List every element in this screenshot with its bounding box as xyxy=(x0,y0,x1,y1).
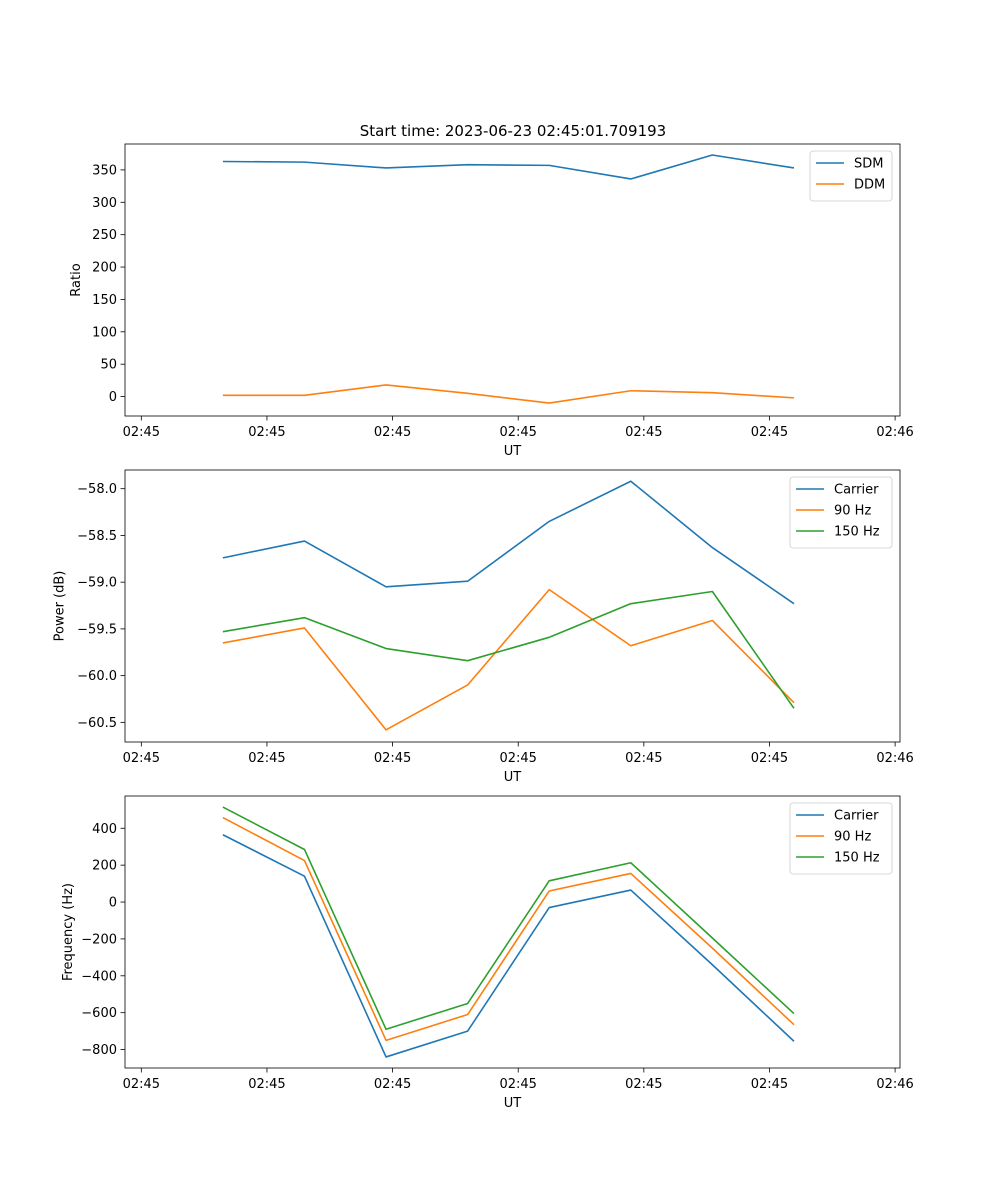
y-tick-label: −58.0 xyxy=(77,482,117,497)
legend: Carrier 90 Hz 150 Hz xyxy=(789,476,893,549)
y-tick-label: 300 xyxy=(92,196,117,211)
x-tick-label: 02:46 xyxy=(876,425,913,440)
x-tick-label: 02:45 xyxy=(123,1077,160,1092)
x-tick-label: 02:45 xyxy=(751,425,788,440)
figure-title: Start time: 2023-06-23 02:45:01.709193 xyxy=(360,122,666,140)
x-tick-label: 02:45 xyxy=(751,751,788,766)
x-tick-label: 02:45 xyxy=(374,425,411,440)
x-tick-label: 02:46 xyxy=(876,751,913,766)
x-axis-label: UT xyxy=(504,770,522,785)
y-tick-label: −58.5 xyxy=(77,529,117,544)
x-tick-label: 02:45 xyxy=(248,1077,285,1092)
series-line-carrier xyxy=(222,834,795,1058)
series-line-ddm xyxy=(222,384,795,404)
y-tick-label: −800 xyxy=(81,1043,117,1058)
axes-frame xyxy=(124,795,901,1069)
y-tick-label: 200 xyxy=(92,859,117,874)
legend: SDM DDM xyxy=(809,150,893,202)
chart-panel-1: 02:45 02:45 02:45 02:45 02:45 02:45 02:46 0 50 10… xyxy=(69,143,914,459)
y-tick-label: 200 xyxy=(92,261,117,276)
y-tick-label: 0 xyxy=(109,390,117,405)
y-tick-label: −200 xyxy=(81,932,117,947)
y-tick-label: 350 xyxy=(92,163,117,178)
x-tick-label: 02:45 xyxy=(374,751,411,766)
x-axis-label: UT xyxy=(504,1096,522,1111)
legend-label: 90 Hz xyxy=(834,830,871,845)
axes-frame xyxy=(124,469,901,743)
y-axis-label: Frequency (Hz) xyxy=(61,883,76,981)
legend-label: Carrier xyxy=(834,809,879,824)
chart-panel-2: 02:45 02:45 02:45 02:45 02:45 02:45 02:46 −60.5… xyxy=(53,469,914,785)
series-line-sdm xyxy=(222,154,795,180)
x-tick-label: 02:45 xyxy=(374,1077,411,1092)
y-tick-label: 100 xyxy=(92,325,117,340)
x-tick-label: 02:45 xyxy=(248,751,285,766)
legend-label: 150 Hz xyxy=(834,851,880,866)
legend-label: 90 Hz xyxy=(834,504,871,519)
y-tick-label: −600 xyxy=(81,1006,117,1021)
y-tick-label: 0 xyxy=(109,896,117,911)
legend-label: 150 Hz xyxy=(834,525,880,540)
x-tick-label: 02:45 xyxy=(751,1077,788,1092)
y-tick-label: −400 xyxy=(81,969,117,984)
x-tick-label: 02:45 xyxy=(499,425,536,440)
series-line-90-hz xyxy=(222,588,795,731)
x-tick-label: 02:45 xyxy=(248,425,285,440)
x-tick-label: 02:45 xyxy=(123,751,160,766)
y-tick-label: 50 xyxy=(100,358,117,373)
y-axis-label: Ratio xyxy=(69,263,84,296)
x-tick-label: 02:45 xyxy=(123,425,160,440)
y-tick-label: −59.0 xyxy=(77,576,117,591)
y-tick-label: 150 xyxy=(92,293,117,308)
y-tick-label: −60.5 xyxy=(77,716,117,731)
x-tick-label: 02:45 xyxy=(625,1077,662,1092)
series-line-90-hz xyxy=(222,816,795,1042)
y-axis-label: Power (dB) xyxy=(53,571,68,642)
legend-label: SDM xyxy=(854,157,883,172)
series-line-carrier xyxy=(222,480,795,605)
legend-label: Carrier xyxy=(834,483,879,498)
x-tick-label: 02:45 xyxy=(499,751,536,766)
y-tick-label: 400 xyxy=(92,822,117,837)
legend-label: DDM xyxy=(854,178,885,193)
series-line-150-hz xyxy=(222,590,795,709)
x-tick-label: 02:46 xyxy=(876,1077,913,1092)
series-line-150-hz xyxy=(222,806,795,1031)
y-tick-label: 250 xyxy=(92,228,117,243)
y-tick-label: −60.0 xyxy=(77,669,117,684)
axes-frame xyxy=(124,143,901,417)
x-tick-label: 02:45 xyxy=(625,425,662,440)
x-tick-label: 02:45 xyxy=(625,751,662,766)
chart-panel-3: 02:45 02:45 02:45 02:45 02:45 02:45 02:46 −800 −… xyxy=(61,795,914,1111)
x-axis-label: UT xyxy=(504,444,522,459)
legend: Carrier 90 Hz 150 Hz xyxy=(789,802,893,875)
x-tick-label: 02:45 xyxy=(499,1077,536,1092)
y-tick-label: −59.5 xyxy=(77,622,117,637)
